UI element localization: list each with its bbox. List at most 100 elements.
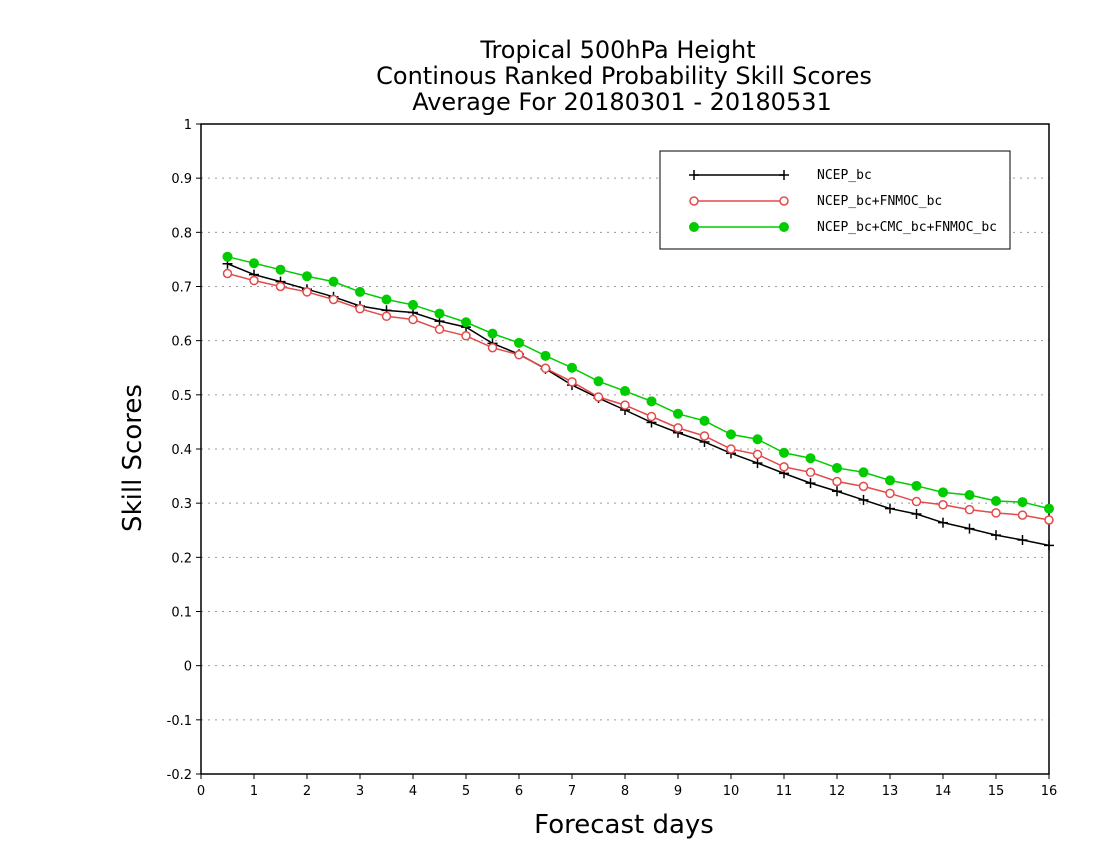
data-point [752,434,763,445]
data-point [911,496,922,507]
x-tick-label: 0 [197,784,205,799]
data-point [249,275,259,286]
data-point [222,268,233,279]
x-tick-label: 1 [250,784,258,799]
y-tick-label: 0 [184,660,192,675]
data-point [620,400,630,410]
x-tick-label: 2 [303,784,311,799]
data-point [673,423,683,433]
y-tick-label: 0.6 [171,335,192,350]
legend-item: NCEP_bc+CMC_bc+FNMOC_bc [689,220,997,235]
data-point [275,281,286,292]
series-line [227,255,1050,510]
data-point [699,415,710,426]
data-point [689,196,699,206]
series-ncep-bc-fnmoc-bc [222,268,1054,525]
data-point [858,467,869,478]
legend-label: NCEP_bc [817,168,872,183]
data-point [832,462,842,473]
data-point [911,480,922,491]
data-point [646,396,657,407]
y-tick-label: 0.2 [171,551,192,566]
x-tick-label: 6 [515,784,523,799]
data-point [779,447,789,458]
legend-items: NCEP_bc NCEP_bc+FNMOC_bc NCEP_bc+CMC_bc+FN… [689,168,997,235]
y-axis: -0.2 -0.1 0 0.1 0.2 0.3 0.4 0.5 0.6 0.7 0.8 0.9 1 [167,118,201,783]
y-tick-label: 0.3 [171,497,192,512]
y-tick-label: 0.8 [171,226,192,241]
data-point [858,481,869,492]
title-line-2: Continous Ranked Probability Skill Score… [376,62,872,90]
data-point [355,303,365,314]
y-tick-label: 0.7 [171,281,192,296]
x-tick-label: 8 [621,784,629,799]
data-point [434,324,445,335]
data-point [540,363,551,374]
data-point [275,264,286,275]
data-point [779,170,789,180]
data-point [752,449,763,460]
y-tick-label: 1 [184,118,192,133]
data-point [1017,535,1028,545]
data-point [408,299,418,310]
data-point [540,350,551,361]
data-point [805,478,816,489]
data-point [673,408,683,419]
data-point [408,314,418,325]
data-point [911,509,922,519]
data-point [514,350,524,360]
data-point [302,271,312,282]
y-tick-label: 0.4 [171,443,192,458]
data-point [514,337,524,348]
y-tick-label: 0.5 [171,389,192,404]
data-point [964,523,975,534]
x-tick-label: 13 [882,784,899,799]
data-point [620,386,630,397]
data-point [328,276,339,287]
data-point [249,258,259,269]
y-axis-label: Skill Scores [118,384,148,532]
data-point [328,294,339,305]
x-axis: 0 1 2 3 4 5 6 7 8 9 10 11 12 13 14 15 16 [197,774,1057,799]
x-axis-label: Forecast days [534,810,714,840]
data-point [461,317,471,328]
data-point [434,308,445,319]
y-tick-label: 0.1 [171,606,192,621]
data-point [885,503,895,514]
legend: NCEP_bc NCEP_bc+FNMOC_bc NCEP_bc+CMC_bc+FN… [659,150,1011,250]
series-ncep-bc-cmc-bc-fnmoc-bc [222,251,1054,514]
x-tick-label: 9 [674,784,682,799]
data-point [1017,497,1028,508]
data-point [805,467,816,478]
x-tick-label: 12 [829,784,846,799]
data-point [567,362,577,373]
data-point [689,222,699,232]
grid-lines [201,177,1049,721]
data-point [832,476,842,487]
title-line-1: Tropical 500hPa Height [479,36,755,64]
data-point [779,196,789,206]
data-point [355,286,365,297]
data-point [593,392,604,402]
data-point [964,504,975,515]
data-point [487,342,498,353]
data-point [1044,515,1054,525]
data-point [222,251,233,262]
x-tick-label: 4 [409,784,417,799]
data-point [381,294,392,305]
data-point [487,328,498,339]
y-tick-label: -0.1 [167,714,192,729]
legend-box [659,150,1011,250]
data-point [689,170,699,180]
legend-item: NCEP_bc+FNMOC_bc [689,194,942,209]
data-point [726,429,736,440]
data-point [1017,510,1028,520]
data-point [752,458,763,469]
y-tick-label: 0.9 [171,172,192,187]
data-point [699,431,710,441]
data-point [938,487,948,498]
x-tick-label: 11 [776,784,793,799]
data-point [302,287,312,297]
data-point [1044,503,1054,514]
